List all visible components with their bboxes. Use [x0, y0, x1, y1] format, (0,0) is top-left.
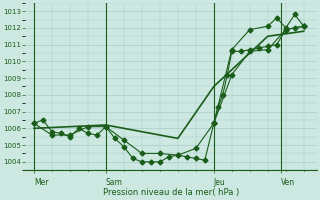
X-axis label: Pression niveau de la mer( hPa ): Pression niveau de la mer( hPa ) [103, 188, 239, 197]
